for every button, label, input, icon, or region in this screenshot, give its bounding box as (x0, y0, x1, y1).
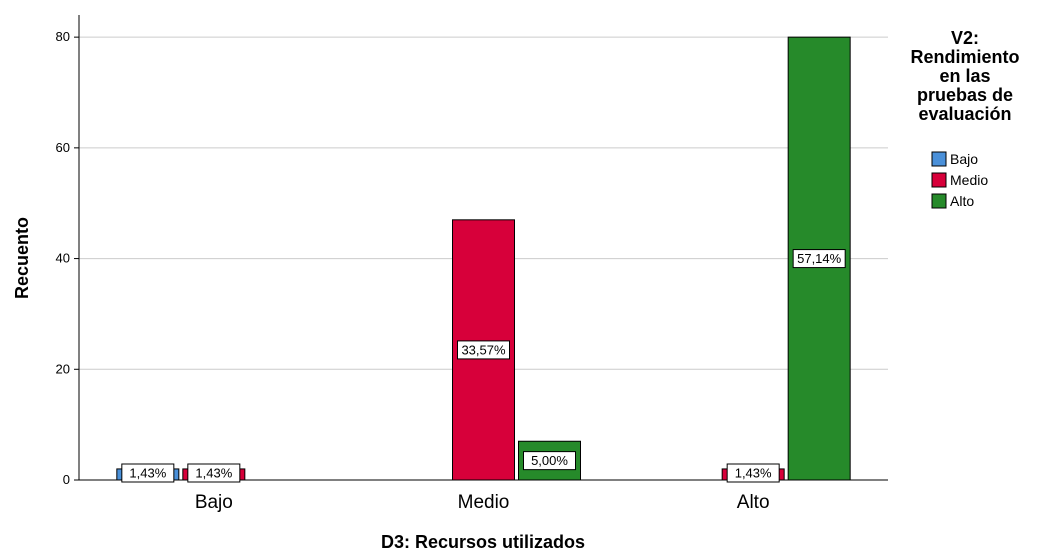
data-label: 5,00% (531, 453, 568, 468)
data-label: 1,43% (195, 466, 232, 481)
legend-label: Bajo (950, 151, 978, 167)
x-category-label: Bajo (195, 492, 233, 513)
y-axis-title: Recuento (12, 217, 32, 299)
x-category-label: Medio (458, 492, 510, 513)
legend-title-line: en las (939, 66, 990, 86)
x-axis-title: D3: Recursos utilizados (381, 532, 585, 552)
legend-label: Alto (950, 193, 974, 209)
legend-swatch (931, 151, 947, 167)
data-label: 57,14% (797, 251, 842, 266)
y-ticks: 0 20 40 60 80 (56, 29, 79, 487)
legend-label: Medio (950, 172, 988, 188)
data-label: 1,43% (735, 466, 772, 481)
y-tick-label: 20 (56, 361, 70, 376)
legend-title-line: evaluación (918, 104, 1011, 124)
y-tick-label: 40 (56, 251, 70, 266)
data-label: 1,43% (129, 466, 166, 481)
x-categories: Bajo Medio Alto (195, 492, 770, 513)
data-label-box (457, 340, 510, 360)
y-tick-label: 60 (56, 140, 70, 155)
y-tick-label: 80 (56, 29, 70, 44)
data-labels: 1,43% 1,43% 33,57% 5,00% 1,43% 57,14% (121, 249, 846, 483)
data-label-box (523, 451, 576, 471)
legend-title-line: pruebas de (917, 85, 1013, 105)
legend-swatch (931, 172, 947, 188)
y-tick-label: 0 (63, 472, 70, 487)
legend-swatch (931, 193, 947, 209)
data-label-box (726, 463, 780, 483)
data-label-box (121, 463, 175, 483)
data-label-box (187, 463, 241, 483)
data-label: 33,57% (461, 342, 506, 357)
x-category-label: Alto (737, 492, 770, 513)
data-label-box (792, 249, 846, 269)
legend-title-line: V2: (951, 28, 979, 48)
legend-title-line: Rendimiento (910, 47, 1019, 67)
